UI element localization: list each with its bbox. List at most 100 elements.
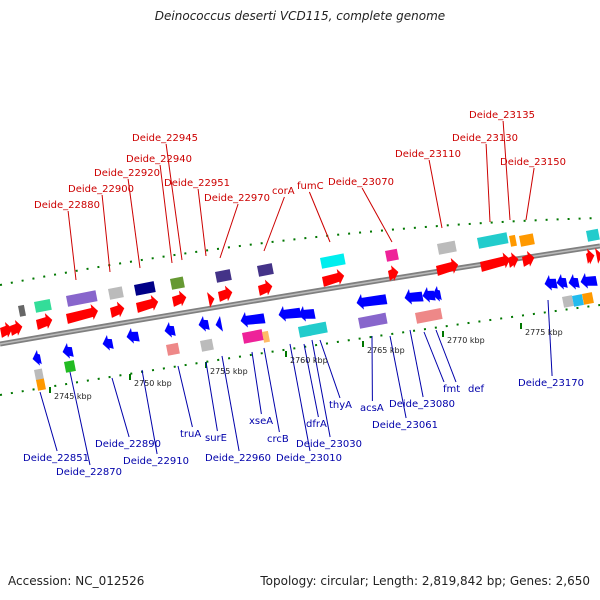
- forward-label-leader: [485, 143, 491, 223]
- reverse-gene-label: thyA: [329, 400, 352, 411]
- gene-box: [320, 253, 346, 269]
- forward-gene-arrow: [66, 304, 98, 324]
- forward-gene-arrow: [218, 285, 233, 302]
- forward-gene-label: fumC: [297, 181, 324, 192]
- gene-box: [18, 304, 26, 317]
- reverse-gene-arrow: [422, 286, 436, 303]
- forward-gene-label: Deide_23070: [328, 177, 394, 188]
- forward-label-leader: [308, 191, 331, 243]
- reverse-gene-label: Deide_22910: [123, 456, 189, 467]
- map-title: Deinococcus deserti VCD115, complete gen…: [154, 9, 446, 23]
- scale-tick-label: 2750 kbp: [134, 379, 172, 388]
- reverse-gene-arrow: [404, 288, 424, 305]
- reverse-gene-arrow: [356, 293, 388, 310]
- forward-gene-arrow: [586, 248, 595, 265]
- reverse-gene-arrow: [62, 342, 74, 359]
- gene-box: [437, 240, 457, 255]
- reverse-label-leader: [251, 351, 262, 415]
- forward-label-leader: [67, 210, 77, 281]
- reverse-gene-label: Deide_23010: [276, 453, 342, 464]
- reverse-label-leader: [289, 343, 311, 452]
- scale-ticks: [0, 217, 600, 396]
- forward-label-leader: [525, 167, 535, 221]
- gene-labels: Deide_22880 Deide_22900 Deide_22920 Deide_2…: [23, 110, 584, 478]
- forward-gene-label: Deide_22945: [132, 133, 198, 144]
- scale-tick-label: 2745 kbp: [54, 392, 92, 401]
- forward-label-leader: [219, 203, 239, 259]
- reverse-gene-label: Deide_22960: [205, 453, 271, 464]
- forward-gene-arrow: [388, 265, 399, 282]
- accession-text: Accession: NC_012526: [8, 574, 145, 588]
- gene-box: [66, 290, 98, 307]
- reverse-gene-arrow: [544, 274, 558, 291]
- reverse-gene-arrow: [198, 315, 210, 332]
- reverse-gene-arrow: [164, 321, 176, 338]
- forward-gene-arrow: [322, 269, 345, 287]
- reverse-label-leader: [69, 371, 91, 466]
- gene-box: [477, 232, 509, 249]
- forward-gene-label: Deide_22951: [164, 178, 230, 189]
- scale-tick-label: 2770 kbp: [447, 336, 485, 345]
- gene-box: [165, 342, 180, 356]
- label-leaders: [39, 120, 553, 466]
- forward-label-leader: [263, 196, 285, 252]
- gene-box: [307, 321, 328, 336]
- gene-box: [170, 276, 185, 290]
- gene-box: [215, 269, 232, 283]
- forward-gene-label: Deide_23135: [469, 110, 535, 121]
- forward-gene-label: Deide_22880: [34, 200, 100, 211]
- reverse-label-leader: [141, 369, 158, 455]
- forward-gene-arrow: [10, 319, 23, 336]
- gene-box: [257, 263, 274, 277]
- reverse-label-leader: [423, 331, 445, 383]
- gene-box: [200, 338, 214, 352]
- gene-box: [261, 330, 270, 343]
- forward-label-leader: [101, 194, 111, 273]
- gene-box: [582, 292, 594, 305]
- forward-gene-arrow: [36, 313, 53, 330]
- forward-gene-arrow: [110, 301, 125, 318]
- forward-gene-arrow: [508, 252, 519, 269]
- reverse-label-leader: [547, 299, 553, 377]
- forward-label-leader: [159, 164, 173, 264]
- gene-box: [415, 308, 443, 324]
- reverse-label-leader: [303, 343, 319, 418]
- forward-gene-label: Deide_23150: [500, 157, 566, 168]
- forward-gene-arrow: [522, 250, 535, 267]
- reverse-gene-label: acsA: [360, 403, 384, 414]
- reverse-gene-arrow: [32, 349, 42, 366]
- gene-features: [0, 228, 600, 391]
- reverse-label-leader: [435, 329, 457, 383]
- reverse-gene-label: Deide_23030: [296, 439, 362, 450]
- reverse-label-leader: [205, 361, 218, 432]
- reverse-gene-arrow: [298, 305, 316, 322]
- gene-box: [357, 312, 388, 329]
- gene-box: [35, 378, 46, 391]
- reverse-label-leader: [409, 329, 424, 398]
- forward-gene-arrow: [480, 252, 511, 272]
- reverse-gene-label: crcB: [267, 434, 289, 445]
- genome-stats-text: Topology: circular; Length: 2,819,842 bp…: [260, 574, 590, 588]
- lower-tick-track: [0, 304, 600, 396]
- gene-box: [33, 298, 52, 313]
- reverse-gene-arrow: [580, 272, 598, 289]
- reverse-label-leader: [263, 347, 280, 433]
- reverse-gene-arrow: [126, 327, 140, 344]
- reverse-gene-label: truA: [180, 429, 201, 440]
- gene-box: [107, 286, 124, 300]
- forward-gene-arrow: [595, 248, 600, 264]
- forward-gene-arrow: [258, 279, 273, 296]
- forward-label-leader: [127, 178, 141, 269]
- forward-gene-arrow: [207, 292, 215, 308]
- gene-box: [562, 295, 574, 308]
- gene-box: [385, 248, 399, 262]
- reverse-label-leader: [319, 339, 341, 399]
- forward-label-leader: [502, 120, 511, 221]
- scale-labels: 2745 kbp 2750 kbp 2755 kbp 2760 kbp 2765 kbp…: [54, 328, 563, 401]
- gene-box: [519, 233, 535, 247]
- reverse-label-leader: [177, 365, 193, 428]
- gene-box: [63, 360, 76, 373]
- forward-gene-label: corA: [272, 186, 295, 197]
- reverse-label-leader: [111, 377, 130, 438]
